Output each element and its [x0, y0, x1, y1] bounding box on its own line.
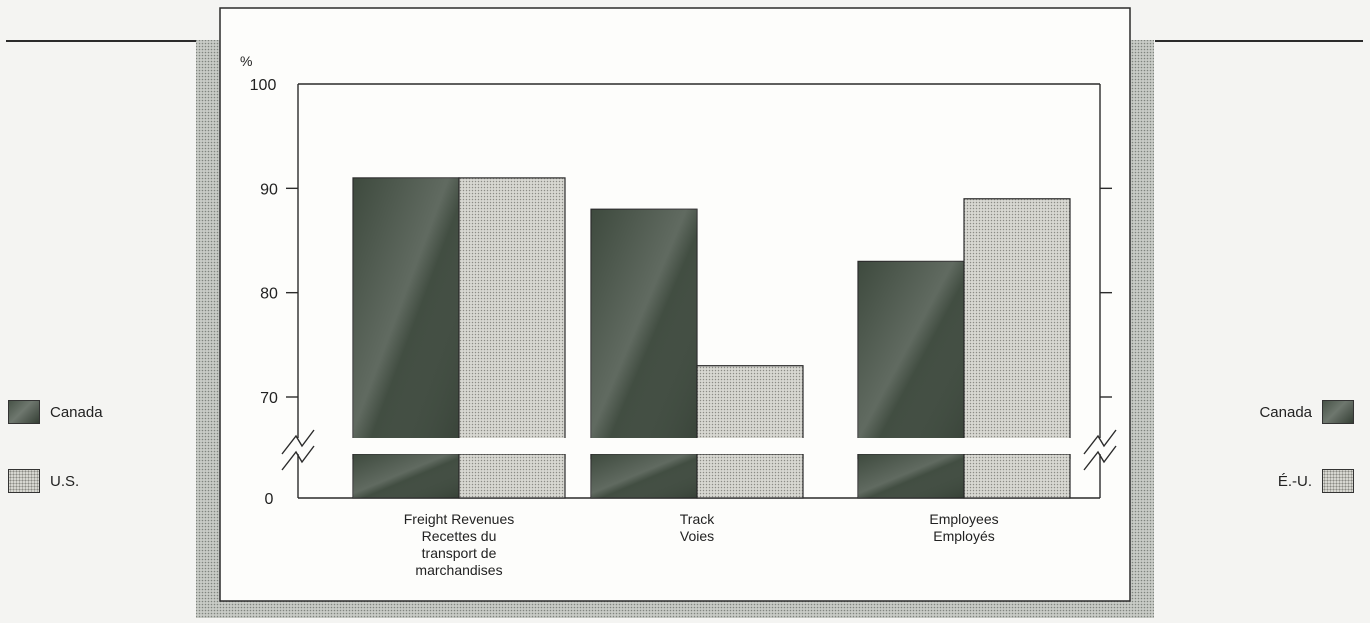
y-tick-label: 90 — [260, 181, 278, 198]
break-zigzag — [281, 429, 315, 455]
y-tick-label: 0 — [265, 491, 274, 508]
break-zigzag — [1083, 445, 1117, 471]
legend-label: U.S. — [50, 472, 80, 490]
y-axis: 0 70 80 90 100 — [250, 77, 1112, 508]
x-category-label: Employees Employés — [929, 511, 998, 544]
legend-item-right-1: É.-U. — [1278, 469, 1354, 493]
legend-item-left-1: U.S. — [8, 469, 79, 493]
top-rule-right — [1155, 40, 1363, 42]
bar-canada-2 — [857, 260, 965, 499]
break-zigzag — [1083, 429, 1117, 455]
top-rule-left — [6, 40, 218, 42]
bar-us-0 — [458, 177, 566, 499]
frame-shadow-bottom — [196, 600, 1154, 618]
bar-canada-1 — [590, 208, 698, 499]
break-band — [278, 438, 1120, 454]
y-tick-label: 100 — [250, 77, 277, 94]
x-axis-labels: Freight Revenues Recettes du transport de m… — [404, 511, 999, 578]
legend-swatch — [8, 469, 40, 493]
legend-swatch — [1322, 469, 1354, 493]
frame-shadow-right — [1128, 40, 1154, 605]
axis-break — [278, 429, 1120, 471]
bar-canada-0 — [352, 177, 460, 499]
bar-us-1 — [696, 365, 804, 499]
y-axis-unit: % — [240, 53, 252, 69]
legend-label: É.-U. — [1277, 472, 1312, 490]
legend-item-left-0: Canada — [8, 400, 103, 424]
y-tick-label: 70 — [260, 390, 278, 407]
break-zigzag — [281, 445, 315, 471]
y-tick-label: 80 — [260, 286, 278, 303]
legend-label: Canada — [50, 403, 103, 421]
bar-us-2 — [963, 198, 1071, 499]
x-category-label: Track Voies — [680, 511, 715, 544]
x-category-label: Freight Revenues Recettes du transport de m… — [404, 511, 515, 578]
legend-label: Canada — [1259, 403, 1312, 421]
bars — [352, 177, 1071, 499]
legend-item-right-0: Canada — [1259, 400, 1354, 424]
legend-swatch — [1322, 400, 1354, 424]
legend-swatch — [8, 400, 40, 424]
